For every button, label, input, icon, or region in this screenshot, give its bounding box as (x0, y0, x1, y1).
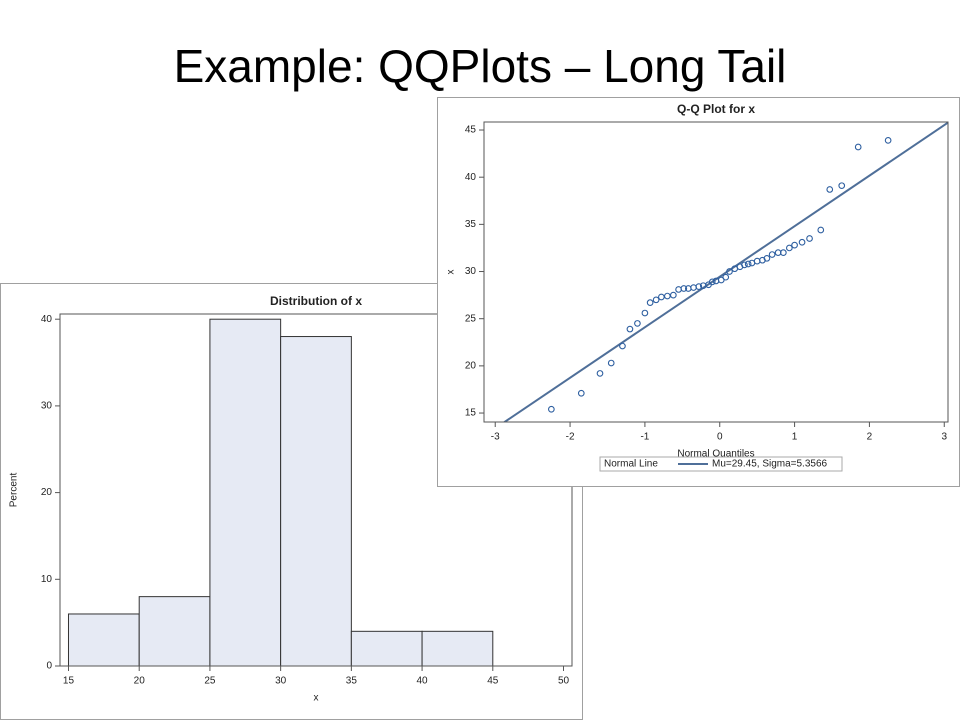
point (798, 238, 806, 246)
bar (350, 630, 423, 667)
x-tick-label: -2 (566, 432, 575, 443)
bar (67, 613, 140, 667)
slide-title: Example: QQPlots – Long Tail (174, 40, 787, 92)
bar (280, 336, 352, 667)
point (838, 182, 846, 190)
plot-frame (59, 313, 573, 667)
point (826, 186, 834, 193)
point (626, 325, 634, 333)
y-tick-label: 40 (465, 172, 477, 183)
legend: Normal Line Mu=29.45, Sigma=5.3566 (599, 456, 843, 472)
point (722, 273, 730, 281)
point (607, 359, 615, 367)
point (817, 226, 825, 234)
y-tick-label: 15 (465, 408, 477, 419)
point (646, 299, 654, 307)
legend-label: Mu=29.45, Sigma=5.3566 (712, 459, 828, 470)
point (708, 278, 716, 286)
bar (138, 596, 211, 667)
x-tick-label: -1 (640, 432, 649, 443)
x-tick-label: 20 (134, 676, 146, 687)
y-tick-label: 45 (465, 125, 477, 136)
point (652, 296, 660, 304)
x-tick-label: -3 (491, 432, 500, 443)
point (726, 268, 733, 275)
x-tick-label: 45 (487, 676, 499, 687)
point (577, 389, 585, 397)
point (780, 249, 787, 257)
point (806, 235, 813, 242)
legend-title: Normal Line (604, 459, 658, 470)
point (596, 370, 604, 377)
y-tick-label: 0 (46, 661, 52, 672)
x-tick-label: 30 (275, 676, 287, 687)
y-axis-label: x (446, 270, 457, 275)
x-tick-label: 35 (346, 676, 358, 687)
legend-frame (599, 456, 843, 472)
point (791, 241, 798, 249)
chart-panel: Q-Q Plot for x Normal Quantiles x -3 -2 -1 0 1 2… (437, 97, 960, 487)
reference-line (502, 122, 948, 422)
x-axis-label: x (314, 693, 319, 704)
point (669, 291, 677, 299)
y-tick-label: 25 (465, 313, 477, 324)
point (619, 342, 626, 350)
point (884, 137, 892, 144)
x-tick-label: 0 (717, 432, 723, 443)
x-tick-label: 2 (867, 432, 873, 443)
x-tick-label: 15 (63, 676, 75, 687)
y-tick-label: 20 (41, 487, 53, 498)
point (741, 261, 748, 269)
point (744, 260, 752, 268)
point (768, 251, 776, 258)
y-tick-label: 20 (465, 361, 477, 372)
y-tick-label: 35 (465, 219, 477, 230)
x-tick-label: 25 (204, 676, 216, 687)
y-tick-label: 30 (41, 401, 53, 412)
point (548, 405, 555, 413)
point (763, 254, 771, 262)
y-tick-label: 30 (465, 266, 477, 277)
plot-frame (483, 121, 949, 423)
y-tick-label: 10 (41, 574, 53, 585)
point (641, 309, 649, 317)
chart-title: Q-Q Plot for x (677, 102, 755, 116)
x-tick-label: 40 (417, 676, 429, 687)
y-axis-label: Percent (9, 473, 20, 508)
x-tick-label: 3 (941, 432, 947, 443)
point (695, 283, 703, 290)
x-tick-label: 1 (792, 432, 798, 443)
point (634, 320, 641, 327)
bar (421, 630, 494, 667)
bar (209, 318, 282, 667)
x-tick-label: 50 (558, 676, 570, 687)
point (680, 285, 688, 292)
point (785, 244, 793, 252)
chart-title: Distribution of x (270, 294, 362, 308)
x-axis-label: Normal Quantiles (677, 449, 754, 460)
point (854, 143, 862, 151)
y-tick-label: 40 (41, 314, 53, 325)
